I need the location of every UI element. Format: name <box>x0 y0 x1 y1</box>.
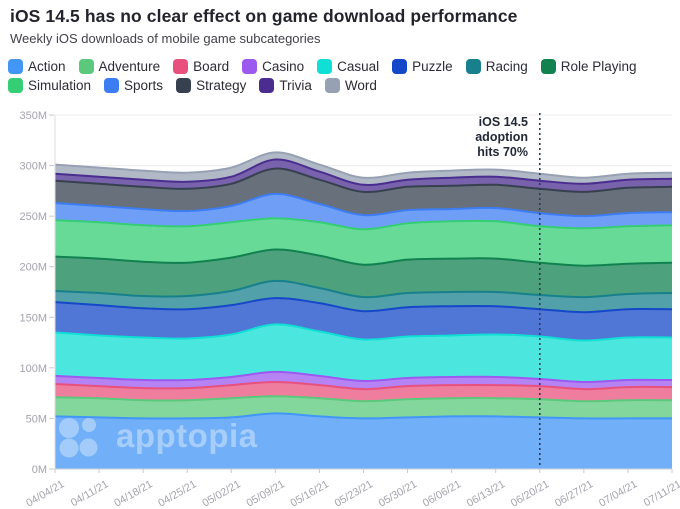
line-casual <box>54 323 673 342</box>
legend-swatch-icon <box>173 59 189 74</box>
legend-item-casino[interactable]: Casino <box>242 59 304 74</box>
x-tick-label: 07/11/21 <box>642 478 680 509</box>
legend-item-racing[interactable]: Racing <box>465 59 528 74</box>
legend-swatch-icon <box>242 59 258 74</box>
legend-item-casual[interactable]: Casual <box>317 59 379 74</box>
line-word <box>54 151 673 179</box>
x-tick-label: 05/16/21 <box>289 478 331 509</box>
line-action <box>54 412 672 420</box>
legend-swatch-icon <box>259 78 275 93</box>
legend-label: Racing <box>485 59 528 74</box>
legend-swatch-icon <box>540 59 556 74</box>
series-lines <box>54 151 673 420</box>
line-casino <box>54 370 673 384</box>
y-tick-label: 50M <box>26 413 47 425</box>
x-tick-label: 07/04/21 <box>597 478 639 509</box>
legend-item-board[interactable]: Board <box>173 59 229 74</box>
line-puzzle <box>54 297 673 314</box>
x-tick-label: 04/25/21 <box>156 478 198 509</box>
legend-item-role-playing[interactable]: Role Playing <box>540 59 637 74</box>
legend-label: Puzzle <box>412 59 453 74</box>
x-axis-labels: 04/04/21 04/11/21 04/18/21 04/25/21 05/02/21… <box>24 469 680 509</box>
legend-item-adventure[interactable]: Adventure <box>78 59 161 74</box>
legend-label: Casino <box>262 59 305 74</box>
legend-item-simulation[interactable]: Simulation <box>8 78 91 93</box>
y-tick-label: 250M <box>19 211 47 223</box>
legend-label: Strategy <box>196 78 247 93</box>
legend-label: Casual <box>337 59 380 74</box>
x-tick-label: 05/02/21 <box>200 478 242 509</box>
page-subtitle: Weekly iOS downloads of mobile game subc… <box>10 31 321 46</box>
x-tick-label: 05/30/21 <box>377 478 419 509</box>
legend: Action Adventure Board Casino Casual Puzzle Ra… <box>8 59 676 93</box>
legend-label: Action <box>28 59 66 74</box>
y-tick-label: 150M <box>19 312 47 324</box>
x-tick-label: 04/18/21 <box>112 478 154 509</box>
annotation-line: adoption <box>475 129 528 144</box>
legend-item-sports[interactable]: Sports <box>104 78 163 93</box>
annotation: iOS 14.5 adoption hits 70% <box>475 115 528 159</box>
line-simulation <box>54 217 673 231</box>
annotation-line: iOS 14.5 <box>478 115 528 129</box>
legend-swatch-icon <box>317 59 333 74</box>
legend-swatch-icon <box>465 59 481 74</box>
line-trivia <box>54 158 673 187</box>
line-adventure <box>54 395 673 403</box>
x-tick-label: 06/06/21 <box>421 478 463 509</box>
legend-label: Word <box>344 78 377 93</box>
area-action <box>55 413 672 469</box>
legend-label: Simulation <box>28 78 92 93</box>
legend-item-action[interactable]: Action <box>8 59 66 74</box>
legend-label: Role Playing <box>560 59 637 74</box>
legend-item-strategy[interactable]: Strategy <box>176 78 246 93</box>
x-tick-label: 06/13/21 <box>465 478 507 509</box>
legend-item-puzzle[interactable]: Puzzle <box>392 59 453 74</box>
line-role-playing <box>54 248 673 267</box>
legend-label: Trivia <box>279 78 312 93</box>
y-tick-label: 300M <box>19 161 47 173</box>
legend-swatch-icon <box>8 59 23 74</box>
legend-label: Sports <box>124 78 164 93</box>
line-racing <box>54 279 673 299</box>
line-board <box>54 381 673 391</box>
y-tick-label: 0M <box>32 464 47 476</box>
x-tick-label: 05/23/21 <box>333 478 375 509</box>
series-areas <box>55 152 672 470</box>
legend-swatch-icon <box>392 59 408 74</box>
line-sports <box>54 192 673 218</box>
y-tick-label: 350M <box>19 110 47 122</box>
legend-item-trivia[interactable]: Trivia <box>259 78 312 93</box>
x-tick-label: 06/20/21 <box>509 478 551 509</box>
y-axis-labels: 0M 50M 100M 150M 200M 250M 300M 350M <box>19 110 47 476</box>
x-tick-label: 05/09/21 <box>244 478 286 509</box>
line-strategy <box>54 167 673 194</box>
y-tick-label: 200M <box>19 262 47 274</box>
legend-swatch-icon <box>104 78 120 93</box>
legend-swatch-icon <box>324 78 340 93</box>
legend-label: Adventure <box>98 59 161 74</box>
x-tick-label: 04/04/21 <box>24 478 66 509</box>
y-tick-label: 100M <box>19 363 47 375</box>
x-tick-label: 06/27/21 <box>553 478 595 509</box>
x-tick-label: 04/11/21 <box>69 478 111 509</box>
page-title: iOS 14.5 has no clear effect on game dow… <box>10 6 518 26</box>
legend-item-word[interactable]: Word <box>324 78 377 93</box>
legend-label: Board <box>193 59 230 74</box>
legend-swatch-icon <box>176 78 192 93</box>
annotation-line: hits 70% <box>477 144 528 159</box>
legend-swatch-icon <box>78 59 94 74</box>
legend-swatch-icon <box>8 78 23 93</box>
